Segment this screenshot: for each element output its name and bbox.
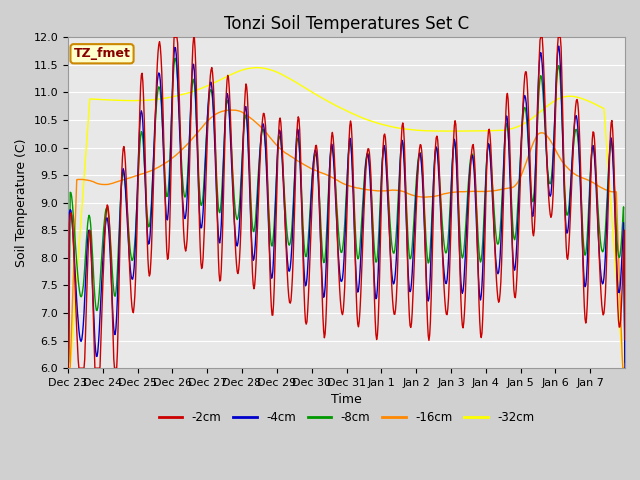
-4cm <box>555 43 563 49</box>
-8cm <box>64 365 72 371</box>
Line: -32cm: -32cm <box>68 68 625 368</box>
-16cm <box>436 192 444 198</box>
-16cm <box>260 127 268 133</box>
-2cm <box>282 220 289 226</box>
-16cm <box>233 108 241 113</box>
-8cm <box>129 254 137 260</box>
-16cm <box>282 150 289 156</box>
-4cm <box>280 205 288 211</box>
-2cm <box>436 180 444 186</box>
-8cm <box>282 204 289 209</box>
Line: -4cm: -4cm <box>68 46 625 368</box>
-4cm <box>435 177 443 183</box>
-4cm <box>129 273 137 278</box>
-4cm <box>64 365 72 371</box>
-4cm <box>621 365 629 371</box>
-16cm <box>621 365 629 371</box>
-32cm <box>621 365 629 371</box>
-8cm <box>233 215 241 221</box>
-4cm <box>404 264 412 269</box>
-2cm <box>233 262 241 267</box>
Title: Tonzi Soil Temperatures Set C: Tonzi Soil Temperatures Set C <box>224 15 469 33</box>
Y-axis label: Soil Temperature (C): Soil Temperature (C) <box>15 139 28 267</box>
-32cm <box>282 73 289 79</box>
-8cm <box>436 180 444 186</box>
-16cm <box>225 107 233 113</box>
-8cm <box>404 245 412 251</box>
Line: -16cm: -16cm <box>68 110 625 368</box>
-32cm <box>64 365 72 371</box>
-32cm <box>404 127 412 132</box>
-2cm <box>129 310 137 315</box>
-2cm <box>64 365 72 371</box>
Line: -2cm: -2cm <box>68 37 625 368</box>
-8cm <box>260 130 268 135</box>
X-axis label: Time: Time <box>331 394 362 407</box>
-2cm <box>260 111 268 117</box>
-2cm <box>621 337 629 343</box>
-2cm <box>170 35 178 40</box>
Legend: -2cm, -4cm, -8cm, -16cm, -32cm: -2cm, -4cm, -8cm, -16cm, -32cm <box>154 406 540 429</box>
Line: -8cm: -8cm <box>68 59 625 368</box>
-32cm <box>436 128 444 134</box>
-16cm <box>129 174 137 180</box>
Text: TZ_fmet: TZ_fmet <box>74 47 131 60</box>
-2cm <box>404 295 412 301</box>
-4cm <box>260 121 268 127</box>
-32cm <box>129 98 137 104</box>
-32cm <box>260 65 268 71</box>
-32cm <box>253 65 261 71</box>
-16cm <box>64 365 72 371</box>
-8cm <box>172 56 179 61</box>
-32cm <box>232 70 239 75</box>
-16cm <box>404 191 412 197</box>
-8cm <box>621 360 629 365</box>
-4cm <box>232 237 239 242</box>
